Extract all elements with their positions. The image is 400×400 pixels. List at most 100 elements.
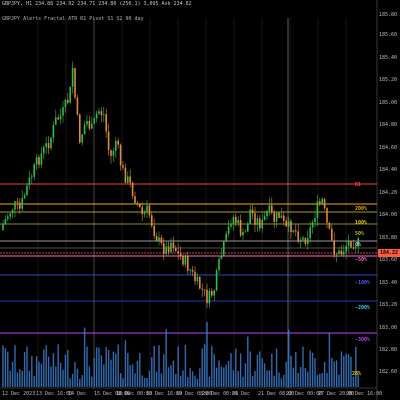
time-tick-label: 28 Dec 16:00	[346, 391, 383, 397]
volume-bar	[338, 374, 340, 387]
time-tick-label: 12 Dec 2023	[2, 391, 36, 397]
volume-bar	[285, 361, 287, 387]
volume-bar	[271, 353, 273, 387]
volume-bar	[124, 340, 127, 387]
candle-body	[26, 185, 28, 196]
candle-body	[33, 164, 35, 177]
candle-body	[110, 150, 112, 156]
candle-body	[179, 253, 182, 257]
volume-bar	[4, 348, 7, 387]
volume-bar	[179, 375, 182, 387]
candle-body	[297, 231, 299, 242]
candle-body	[239, 219, 242, 236]
candle-body	[57, 117, 59, 120]
volume-bar	[254, 370, 256, 387]
candle-body	[95, 113, 98, 119]
volume-bar	[347, 354, 350, 387]
candle-body	[299, 239, 302, 242]
volume-bar	[196, 378, 199, 387]
volume-bar	[182, 370, 184, 387]
time-tick-label: 22 Dec 00:00	[286, 391, 323, 397]
volume-bar	[57, 344, 59, 387]
volume-bar	[311, 352, 314, 387]
volume-bar	[98, 347, 100, 387]
candle-body	[280, 215, 283, 218]
volume-bar	[62, 369, 64, 387]
candle-body	[35, 157, 38, 165]
candle-body	[50, 137, 52, 149]
volume-bar	[251, 376, 254, 387]
volume-bar	[35, 356, 38, 387]
price-tick-label: 185.20	[378, 77, 397, 83]
volume-bar	[187, 377, 189, 387]
candle-body	[7, 216, 9, 220]
volume-bar	[64, 354, 67, 387]
price-tick-label: 183.00	[378, 325, 397, 331]
candle-body	[350, 241, 352, 248]
price-tick-label: 182.80	[378, 347, 397, 353]
candle-body	[19, 202, 21, 209]
price-tick-label: 183.60	[378, 257, 397, 263]
candle-body	[98, 111, 100, 114]
candle-body	[81, 134, 83, 143]
candle-body	[227, 226, 230, 234]
volume-bar	[340, 351, 343, 387]
candle-body	[155, 235, 158, 241]
candle-body	[4, 219, 7, 225]
candle-body	[206, 289, 208, 304]
candle-body	[261, 219, 263, 229]
candle-body	[9, 213, 11, 217]
volume-bar	[297, 372, 299, 387]
volume-bar	[206, 322, 208, 387]
volume-bar	[69, 378, 71, 387]
volume-bar	[328, 333, 331, 387]
volume-bar	[136, 361, 139, 387]
price-tick-label: 182.60	[378, 369, 397, 375]
candle-body	[287, 221, 290, 227]
candle-body	[119, 144, 122, 166]
volume-bar	[208, 376, 211, 387]
volume-bar	[50, 366, 52, 387]
volume-bar	[71, 373, 74, 387]
candle-body	[11, 209, 14, 214]
candle-body	[323, 199, 326, 209]
volume-bar	[309, 350, 311, 387]
level-label: 50%	[355, 231, 365, 237]
candle-body	[352, 247, 355, 249]
volume-bar	[40, 363, 43, 387]
volume-bar	[91, 376, 93, 387]
candle-body	[259, 218, 261, 229]
time-tick-label: 15 Dec 08:00	[94, 391, 131, 397]
volume-bar	[33, 375, 35, 387]
volume-bar	[148, 370, 151, 387]
time-tick-label: 21 Dec	[232, 391, 251, 397]
volume-bar	[266, 370, 268, 387]
candle-body	[112, 150, 115, 156]
volume-bar	[47, 356, 50, 387]
volume-bar	[146, 377, 148, 387]
volume-bar	[55, 366, 57, 387]
time-tick-label: 14 Dec	[68, 391, 87, 397]
candle-body	[196, 276, 199, 282]
time-tick-label: 20 Dec 00:00	[202, 391, 239, 397]
level-label: -50%	[355, 257, 368, 263]
candle-body	[355, 246, 357, 248]
price-tick-label: 184.00	[378, 212, 397, 218]
volume-bar	[307, 371, 309, 387]
volume-bar	[170, 365, 172, 387]
candle-body	[177, 251, 179, 254]
volume-bar	[256, 354, 259, 387]
price-tick-label: 185.80	[378, 12, 397, 18]
candle-body	[131, 182, 134, 197]
candle-body	[21, 198, 23, 209]
time-tick-label: 21 Dec 08:00	[258, 391, 295, 397]
volume-bar	[350, 356, 352, 387]
candle-body	[146, 205, 148, 212]
candle-body	[230, 224, 232, 227]
candle-body	[124, 167, 127, 183]
candle-body	[331, 228, 333, 241]
candle-body	[275, 212, 278, 222]
price-tick-label: 185.40	[378, 55, 397, 61]
